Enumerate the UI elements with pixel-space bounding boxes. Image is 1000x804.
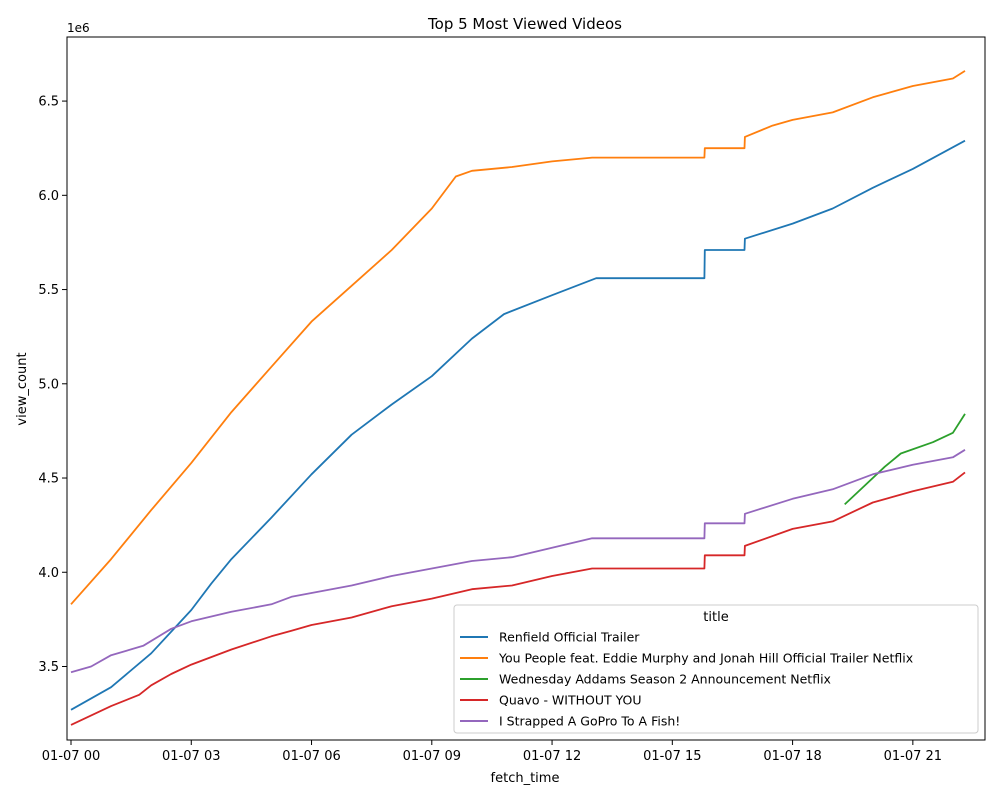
y-axis: 3.5 4.0 4.5 5.0 5.5 6.0 6.5 [38,95,67,675]
y-tick-label: 4.5 [38,472,59,487]
legend-label: Quavo - WITHOUT YOU [499,693,642,708]
legend-label: Wednesday Addams Season 2 Announcement N… [499,672,831,687]
chart-title: Top 5 Most Viewed Videos [427,15,622,33]
y-tick-label: 5.5 [38,283,59,298]
plot-lines [70,70,966,726]
x-tick-label: 01-07 00 [42,749,100,764]
y-tick-label: 4.0 [38,566,59,581]
legend-items: Renfield Official Trailer You People feat… [460,630,913,729]
y-tick-label: 6.5 [38,95,59,110]
legend-label: Renfield Official Trailer [499,630,640,645]
x-axis: 01-07 00 01-07 03 01-07 06 01-07 09 01-07 12… [42,740,942,764]
series-line [70,139,966,711]
axes-frame [66,36,986,741]
y-tick-label: 6.0 [38,189,59,204]
y-axis-multiplier: 1e6 [67,21,90,35]
series-line [70,449,966,674]
x-tick-label: 01-07 12 [523,749,581,764]
legend-title: title [703,610,728,625]
y-axis-label: view_count [15,352,30,425]
x-axis-label: fetch_time [491,771,560,786]
x-tick-label: 01-07 06 [282,749,340,764]
x-tick-label: 01-07 09 [403,749,461,764]
legend: title Renfield Official Trailer You Peopl… [453,604,979,734]
series-line [844,413,966,506]
y-tick-label: 3.5 [38,660,59,675]
legend-box [453,604,979,734]
legend-label: I Strapped A GoPro To A Fish! [499,714,680,729]
x-tick-label: 01-07 21 [884,749,942,764]
series-line [70,471,966,726]
y-tick-label: 5.0 [38,377,59,392]
x-tick-label: 01-07 03 [162,749,220,764]
x-tick-label: 01-07 15 [643,749,701,764]
x-tick-label: 01-07 18 [763,749,821,764]
legend-label: You People feat. Eddie Murphy and Jonah … [498,651,913,666]
series-line [70,70,966,605]
